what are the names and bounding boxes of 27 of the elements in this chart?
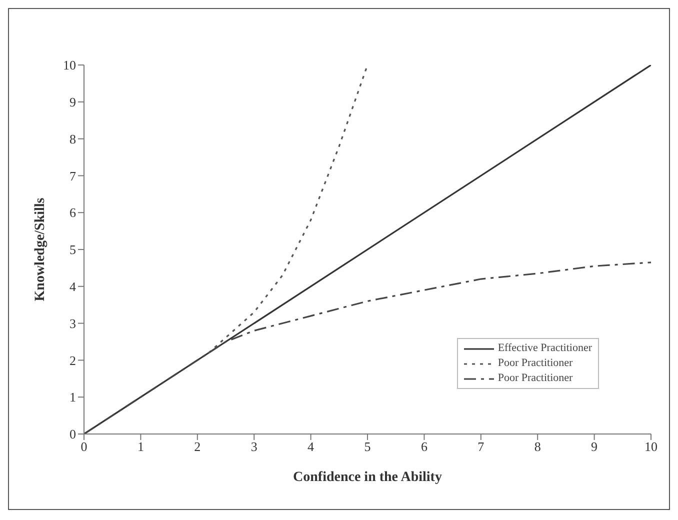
x-tick-label: 4 bbox=[308, 439, 315, 454]
x-tick-label: 7 bbox=[478, 439, 485, 454]
x-tick-label: 3 bbox=[250, 439, 258, 454]
y-tick-label: 0 bbox=[70, 426, 76, 442]
y-tick-label: 3 bbox=[70, 316, 76, 331]
y-tick-label: 8 bbox=[70, 131, 76, 146]
x-tick-label: 6 bbox=[420, 439, 428, 454]
x-tick-label: 9 bbox=[591, 439, 598, 454]
x-tick-label: 2 bbox=[194, 439, 201, 454]
y-tick-label: 4 bbox=[70, 279, 76, 294]
y-tick-label: 9 bbox=[70, 94, 76, 110]
x-tick-label: 1 bbox=[137, 439, 144, 454]
y-axis-title: Knowledge/Skills bbox=[32, 197, 48, 302]
y-tick-label: 6 bbox=[70, 205, 76, 220]
x-tick-label: 8 bbox=[534, 439, 541, 454]
legend-label: Effective Practitioner bbox=[498, 341, 592, 356]
x-tick-label: 10 bbox=[644, 439, 658, 454]
legend-label: Poor Practitioner bbox=[498, 356, 573, 371]
y-tick-label: 5 bbox=[70, 242, 76, 258]
y-tick-label: 7 bbox=[70, 168, 76, 184]
y-tick-label: 1 bbox=[70, 390, 76, 405]
legend-label: Poor Practitioner bbox=[498, 371, 573, 386]
x-axis-title: Confidence in the Ability bbox=[293, 470, 442, 485]
y-tick-label: 2 bbox=[70, 352, 76, 368]
y-tick-label: 10 bbox=[63, 58, 76, 73]
x-tick-label: 5 bbox=[364, 439, 371, 454]
x-tick-label: 0 bbox=[80, 439, 88, 454]
